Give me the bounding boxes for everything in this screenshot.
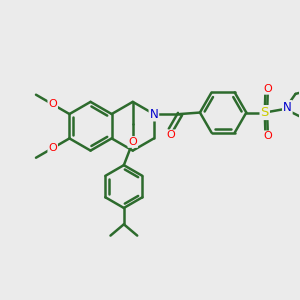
- Text: N: N: [149, 107, 158, 121]
- Text: O: O: [48, 99, 57, 110]
- Text: S: S: [261, 106, 269, 119]
- Text: O: O: [263, 84, 272, 94]
- Text: O: O: [128, 137, 137, 147]
- Text: O: O: [167, 130, 175, 140]
- Text: O: O: [263, 131, 272, 141]
- Text: O: O: [48, 143, 57, 153]
- Text: N: N: [283, 101, 292, 114]
